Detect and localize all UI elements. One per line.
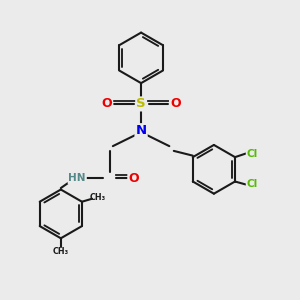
Text: O: O xyxy=(128,172,139,185)
Text: Cl: Cl xyxy=(247,179,258,190)
Text: N: N xyxy=(136,124,147,137)
Text: CH₃: CH₃ xyxy=(53,247,69,256)
Text: O: O xyxy=(102,98,112,110)
Text: S: S xyxy=(136,98,146,110)
Text: O: O xyxy=(170,98,181,110)
Text: Cl: Cl xyxy=(247,148,258,159)
Text: HN: HN xyxy=(68,173,86,183)
Text: CH₃: CH₃ xyxy=(89,193,106,202)
